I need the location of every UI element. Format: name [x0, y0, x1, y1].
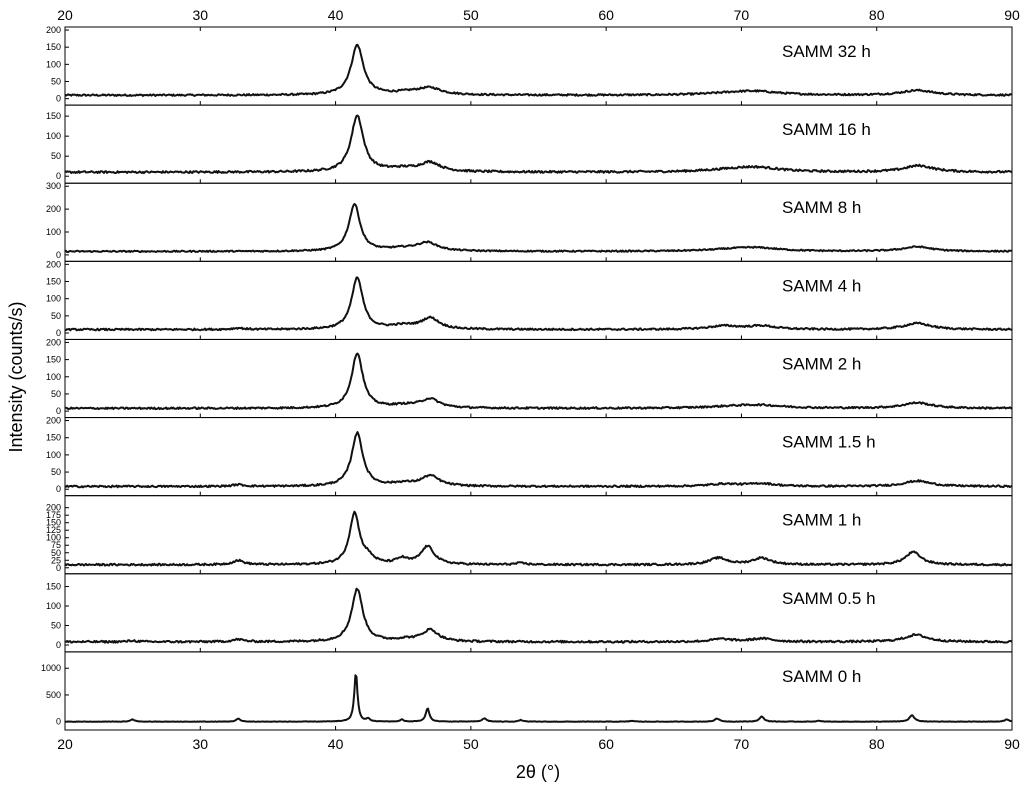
panel-label: SAMM 4 h [782, 276, 861, 295]
series-line [64, 276, 1013, 332]
panel-1: 0 50 100 150 SAMM 16 h [46, 104, 1013, 184]
series-line [64, 510, 1013, 567]
y-tick-label: 0 [56, 717, 61, 727]
panel-label: SAMM 1.5 h [782, 433, 876, 452]
series-line [64, 587, 1013, 644]
y-tick-label: 50 [51, 467, 61, 477]
y-tick-label: 50 [51, 151, 61, 161]
x-axis-group: 20 30 40 50 60 70 80 90 20 30 40 50 60 70 80 90 [57, 7, 1020, 752]
series-line [64, 431, 1013, 489]
x-tick-label-top: 20 [57, 7, 73, 23]
series-line [64, 114, 1013, 175]
y-tick-label: 100 [46, 372, 61, 382]
panel-label: SAMM 8 h [782, 198, 861, 217]
y-tick-label: 0 [56, 328, 61, 338]
x-tick-label-bottom: 20 [57, 736, 73, 752]
y-tick-label: 150 [46, 582, 61, 592]
y-tick-label: 100 [46, 601, 61, 611]
series-line [64, 352, 1013, 411]
y-tick-label: 200 [46, 204, 61, 214]
x-tick-label-top: 50 [463, 7, 479, 23]
panel-5: 0 50 100 150 200 SAMM 1.5 h [46, 416, 1013, 497]
y-tick-label: 1000 [41, 663, 61, 673]
panel-3: 0 50 100 150 200 SAMM 4 h [46, 259, 1013, 340]
panel-8: 0 500 1000 SAMM 0 h [41, 651, 1013, 731]
x-tick-label-top: 70 [734, 7, 750, 23]
y-tick-label: 175 [46, 510, 61, 520]
x-tick-label-top: 60 [598, 7, 614, 23]
panel-label: SAMM 0 h [782, 667, 861, 686]
x-tick-label-bottom: 90 [1004, 736, 1020, 752]
y-tick-label: 75 [51, 540, 61, 550]
y-tick-label: 0 [56, 640, 61, 650]
panel-label: SAMM 2 h [782, 354, 861, 373]
panel-label: SAMM 16 h [782, 120, 871, 139]
y-tick-label: 50 [51, 311, 61, 321]
y-tick-label: 100 [46, 533, 61, 543]
y-tick-label: 0 [56, 563, 61, 573]
panel-label: SAMM 0.5 h [782, 589, 876, 608]
panel-7: 0 50 100 150 SAMM 0.5 h [46, 573, 1013, 653]
y-axis-title: Intensity (counts/s) [6, 301, 26, 452]
x-tick-label-bottom: 70 [734, 736, 750, 752]
y-tick-label: 150 [46, 355, 61, 365]
y-tick-label: 200 [46, 259, 61, 269]
y-tick-label: 200 [46, 416, 61, 426]
y-tick-label: 0 [56, 484, 61, 494]
x-tick-label-bottom: 50 [463, 736, 479, 752]
panel-frame [64, 417, 1013, 497]
y-tick-label: 50 [51, 77, 61, 87]
x-tick-label-top: 90 [1004, 7, 1020, 23]
y-tick-label: 300 [46, 181, 61, 191]
y-tick-label: 150 [46, 42, 61, 52]
y-tick-label: 150 [46, 433, 61, 443]
panel-frame [64, 495, 1013, 575]
panel-0: 0 50 100 150 200 SAMM 32 h [46, 25, 1013, 106]
y-tick-label: 0 [56, 406, 61, 416]
y-tick-label: 200 [46, 337, 61, 347]
panel-frame [64, 338, 1013, 419]
y-tick-label: 0 [56, 250, 61, 260]
series-line [64, 674, 1013, 723]
series-line [64, 203, 1013, 254]
y-tick-label: 200 [46, 503, 61, 513]
y-tick-label: 50 [51, 548, 61, 558]
y-tick-label: 50 [51, 621, 61, 631]
y-tick-label: 0 [56, 94, 61, 104]
y-tick-label: 500 [46, 690, 61, 700]
panel-label: SAMM 32 h [782, 42, 871, 61]
y-tick-label: 100 [46, 294, 61, 304]
panel-frame [64, 651, 1013, 731]
x-tick-label-bottom: 30 [192, 736, 208, 752]
y-tick-label: 150 [46, 277, 61, 287]
x-tick-label-bottom: 40 [328, 736, 344, 752]
panel-label: SAMM 1 h [782, 511, 861, 530]
x-tick-label-top: 40 [328, 7, 344, 23]
y-tick-label: 100 [46, 131, 61, 141]
y-tick-label: 150 [46, 111, 61, 121]
y-tick-label: 200 [46, 25, 61, 35]
x-tick-label-bottom: 80 [869, 736, 885, 752]
x-tick-label-top: 80 [869, 7, 885, 23]
y-tick-label: 50 [51, 389, 61, 399]
x-tick-label-bottom: 60 [598, 736, 614, 752]
y-tick-label: 25 [51, 555, 61, 565]
x-tick-label-top: 30 [192, 7, 208, 23]
panel-2: 0 100 200 300 SAMM 8 h [46, 181, 1013, 262]
panel-4: 0 50 100 150 200 SAMM 2 h [46, 337, 1013, 419]
series-line [64, 43, 1013, 97]
y-tick-label: 125 [46, 525, 61, 535]
y-tick-label: 150 [46, 518, 61, 528]
y-tick-label: 100 [46, 450, 61, 460]
y-tick-label: 100 [46, 227, 61, 237]
y-tick-label: 100 [46, 59, 61, 69]
x-axis-title: 2θ (°) [516, 762, 560, 782]
y-tick-label: 0 [56, 171, 61, 181]
